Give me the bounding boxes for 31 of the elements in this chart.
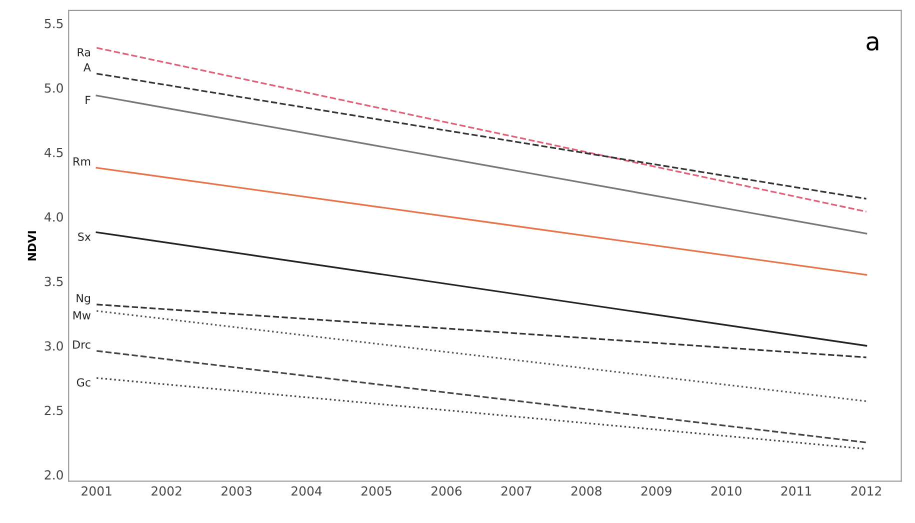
y-tick-label: 5.0 [44, 83, 63, 93]
y-tick-label: 5.5 [44, 18, 63, 28]
annotation: a [866, 36, 878, 51]
series-label: A [84, 63, 91, 72]
x-tick-label: 2003 [222, 486, 252, 496]
series-label: F [86, 96, 90, 104]
series-label: Rm [74, 157, 90, 166]
x-tick-label: 2006 [431, 486, 462, 496]
y-tick-label: 2.0 [44, 470, 63, 480]
y-tick-label: 3.0 [44, 341, 63, 351]
x-tick-label: 2004 [292, 486, 322, 496]
y-tick-label: 4.0 [44, 212, 63, 222]
x-tick-label: 2012 [851, 486, 881, 496]
x-tick-label: 2005 [362, 486, 392, 496]
series-label: Ng [76, 294, 90, 304]
series-label: Gc [76, 378, 90, 387]
x-tick-label: 2002 [152, 486, 182, 496]
x-tick-label: 2011 [781, 486, 812, 496]
x-tick-label: 2010 [711, 486, 742, 496]
x-tick-label: 2001 [82, 486, 112, 496]
x-tick-label: 2008 [571, 486, 602, 496]
x-tick-label: 2009 [641, 486, 672, 496]
series-label: Sx [78, 232, 91, 241]
series-label: Mw [73, 311, 91, 320]
x-tick-label: 2007 [501, 486, 532, 496]
series-label: Ra [78, 48, 90, 56]
y-tick-label: 2.5 [44, 406, 63, 416]
y-tick-label: 4.5 [44, 148, 63, 158]
series-label: Drc [73, 340, 90, 349]
y-axis-title: NDVI [28, 231, 36, 260]
y-tick-label: 3.5 [44, 276, 63, 286]
